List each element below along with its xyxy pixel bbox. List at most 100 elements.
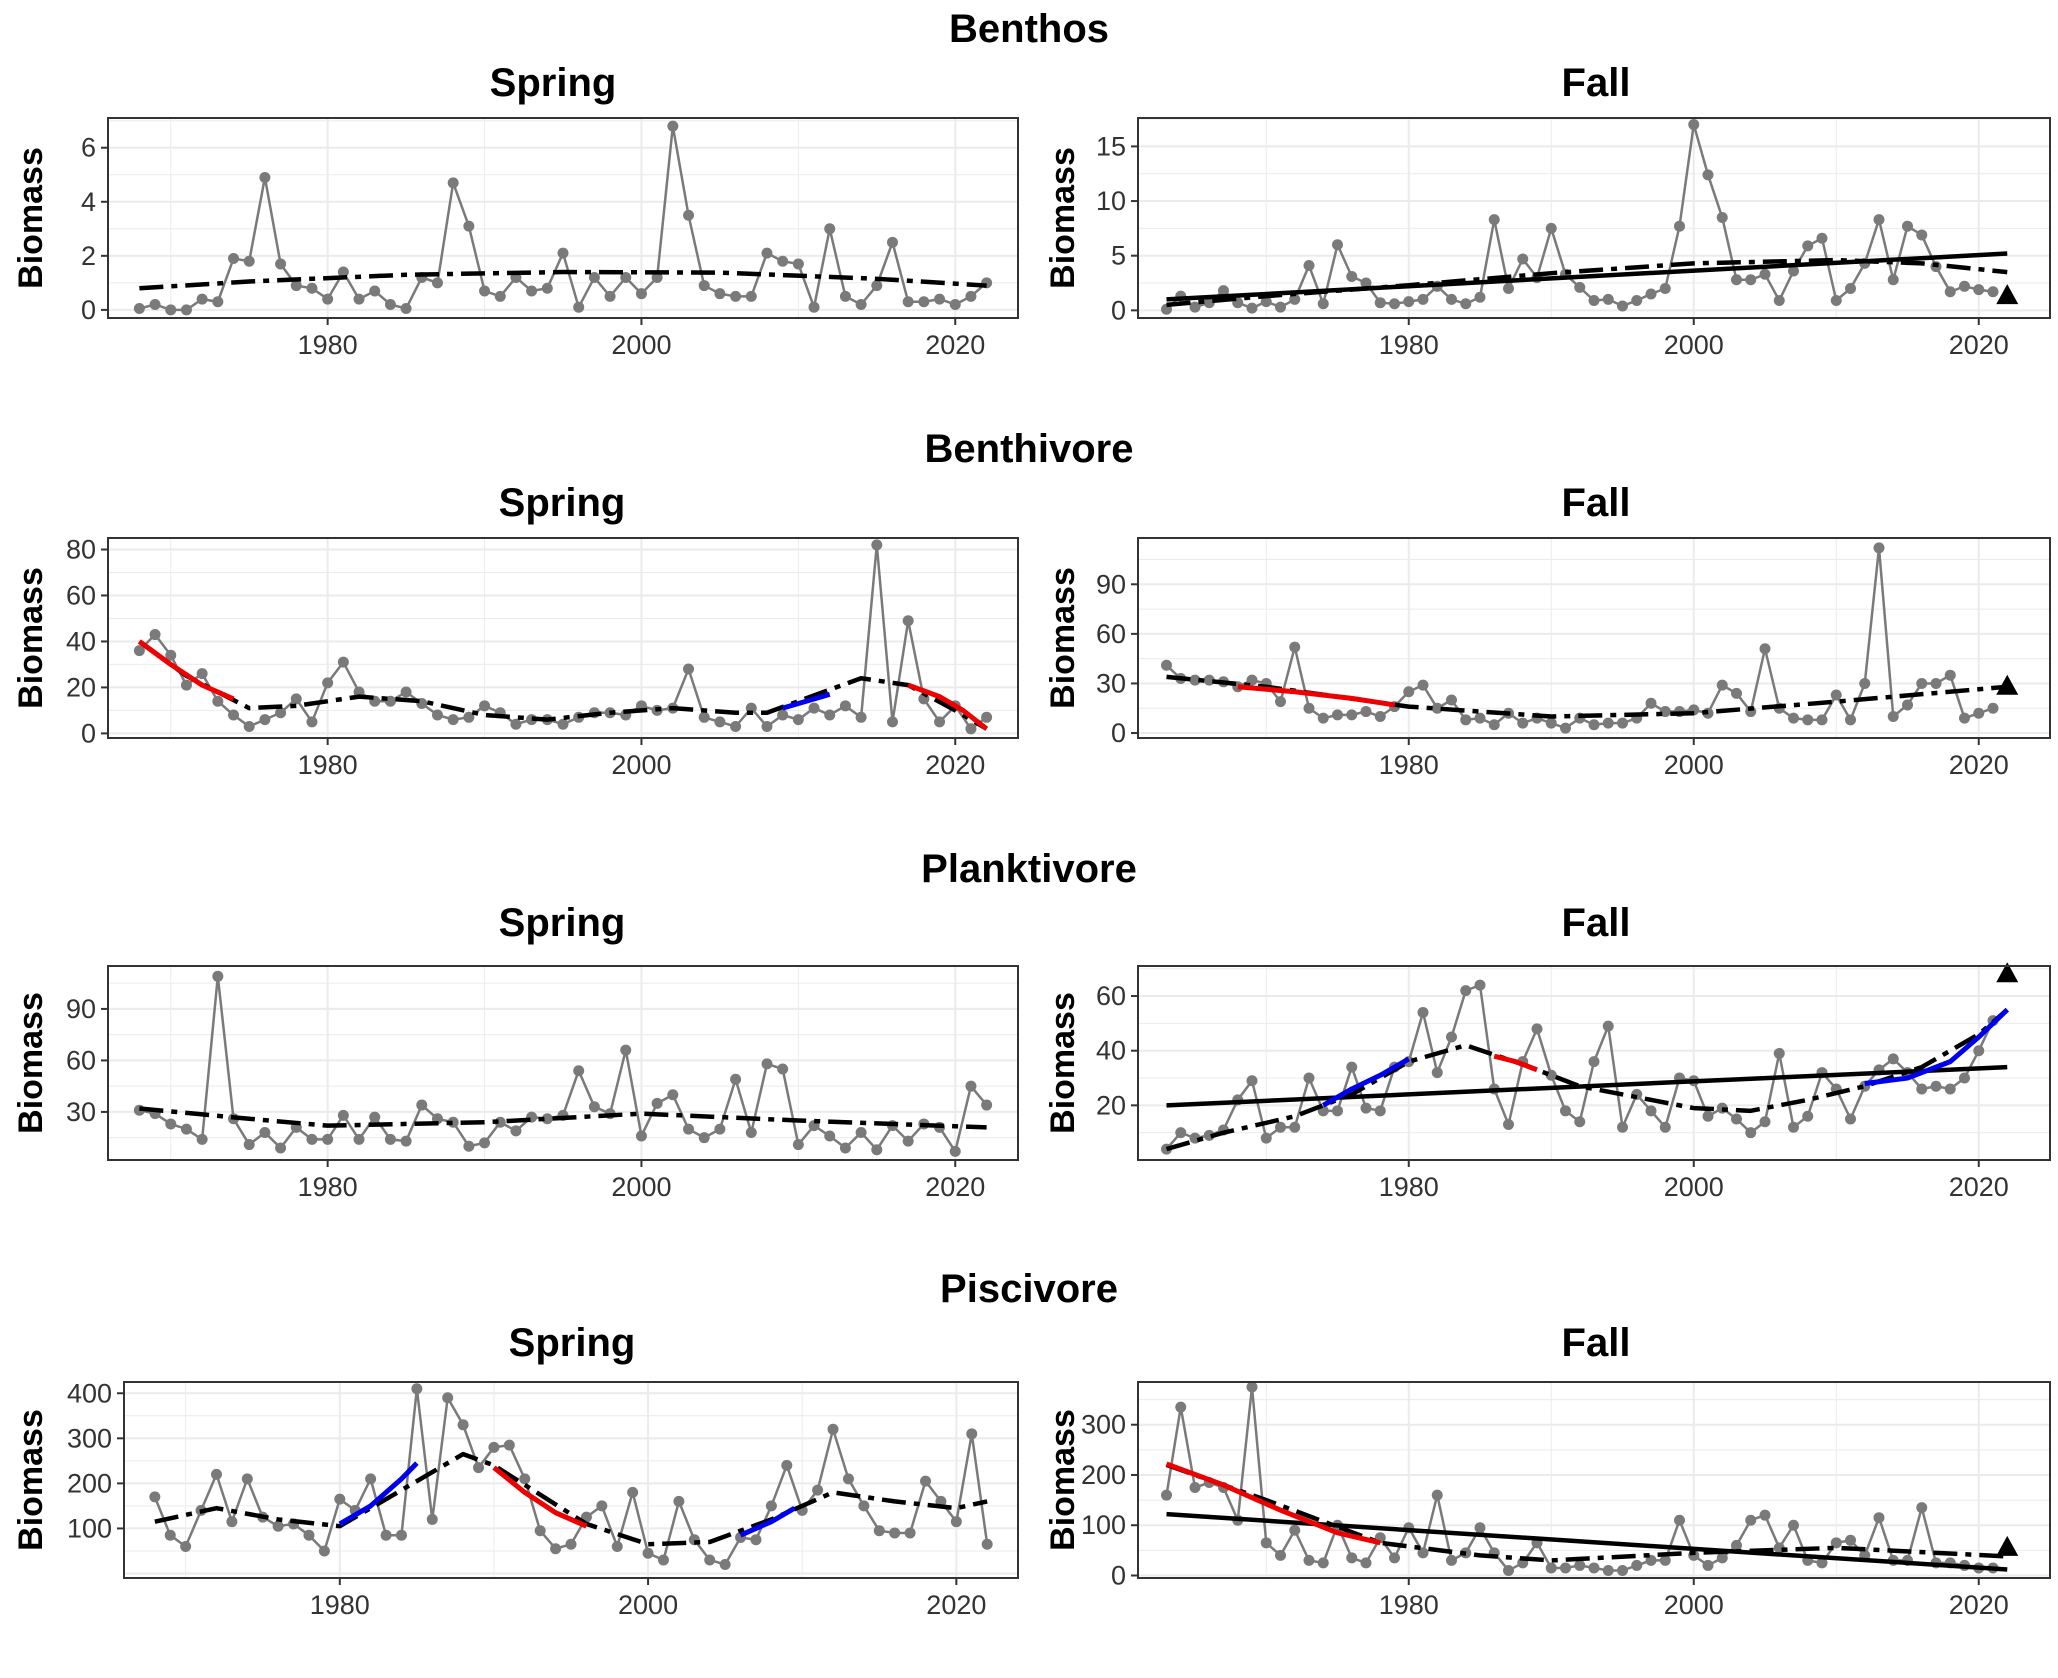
- y-tick-label: 10: [1096, 186, 1126, 216]
- observed-point: [180, 1123, 192, 1135]
- observed-point: [1260, 296, 1272, 308]
- triangle-marker: [1996, 674, 2019, 695]
- observed-point: [133, 303, 145, 315]
- observed-point: [635, 288, 647, 300]
- observed-point: [730, 290, 742, 302]
- observed-point: [842, 1473, 854, 1485]
- panel-title-benthivore-spring: Spring: [499, 481, 626, 525]
- observed-point: [1674, 1514, 1685, 1526]
- y-axis-label: Biomass: [1044, 567, 1082, 709]
- observed-point: [380, 1529, 392, 1541]
- observed-point: [1360, 277, 1372, 289]
- observed-point: [1617, 1564, 1628, 1576]
- observed-point: [1887, 1053, 1899, 1065]
- observed-point: [1845, 714, 1856, 726]
- observed-point: [871, 1144, 883, 1156]
- observed-point: [1845, 1534, 1856, 1546]
- observed-point: [149, 629, 161, 641]
- observed-point: [1431, 1067, 1443, 1079]
- decrease-trend-segment: [492, 1465, 588, 1529]
- y-tick-label: 0: [1111, 1560, 1126, 1590]
- observed-point: [683, 1123, 695, 1135]
- observed-point: [196, 1133, 208, 1145]
- observed-point: [1845, 1113, 1856, 1125]
- observed-point: [1246, 302, 1258, 314]
- observed-point: [479, 1137, 491, 1149]
- observed-point: [322, 1133, 334, 1145]
- panel-piscivore-fall: Fall Biomass 0 100 200 300 1980 2000 2020: [1044, 1321, 2051, 1620]
- observed-point: [904, 1527, 916, 1539]
- observed-point: [871, 280, 883, 292]
- observed-point: [303, 1529, 315, 1541]
- observed-point: [1602, 293, 1614, 305]
- observed-point: [1602, 1020, 1614, 1032]
- x-tick-label: 1980: [1379, 1172, 1439, 1202]
- observed-point: [1716, 211, 1728, 223]
- observed-point: [557, 718, 569, 730]
- observed-point: [306, 282, 318, 294]
- observed-point: [777, 709, 789, 721]
- observed-point: [1346, 1552, 1358, 1564]
- observed-point: [1944, 669, 1956, 681]
- panel-benthivore-fall: Fall Biomass 0 30 60 90 1980 2000 2020: [1044, 481, 2051, 780]
- observed-point: [1745, 274, 1757, 286]
- observed-point: [1873, 214, 1885, 226]
- panel-title-benthos-spring: Spring: [490, 61, 617, 105]
- observed-point: [1773, 1047, 1785, 1059]
- observed-point: [824, 1130, 836, 1142]
- panel-benthos-fall: Fall Biomass 0 5 10 15 1980 2000 2020: [1044, 61, 2051, 360]
- y-tick-label: 0: [1111, 718, 1126, 748]
- observed-point: [855, 1127, 867, 1139]
- panel-planktivore-fall: Fall Biomass 20 40 60 1980 2000 2020: [1044, 901, 2051, 1202]
- observed-point: [1303, 260, 1315, 272]
- observed-point: [180, 679, 192, 691]
- x-tick-label: 1980: [298, 750, 358, 780]
- observed-point: [765, 1500, 777, 1512]
- observed-point: [714, 1123, 726, 1135]
- panel-border: [107, 117, 1019, 319]
- observed-point: [1759, 268, 1771, 280]
- observed-point: [1303, 1072, 1315, 1084]
- observed-point: [761, 1058, 773, 1070]
- observed-point: [1745, 1127, 1757, 1139]
- observed-point: [950, 1516, 962, 1528]
- observed-point: [149, 1491, 161, 1503]
- observed-point: [411, 1383, 423, 1395]
- observed-point: [1716, 679, 1728, 691]
- observed-point: [1816, 714, 1828, 726]
- observed-point: [812, 1484, 824, 1496]
- dashed-trend-line: [139, 1106, 987, 1130]
- observed-point: [918, 296, 930, 308]
- observed-point: [1845, 282, 1856, 294]
- observed-point: [839, 700, 851, 712]
- observed-point: [337, 656, 349, 668]
- panel-title-piscivore-spring: Spring: [509, 1321, 636, 1365]
- observed-point: [1474, 1522, 1486, 1534]
- observed-point: [337, 266, 349, 278]
- increase-trend-segment: [1322, 1056, 1410, 1108]
- y-axis-label: Biomass: [1044, 147, 1082, 289]
- panel-title-piscivore-fall: Fall: [1562, 1321, 1631, 1365]
- observed-point: [1802, 714, 1814, 726]
- observed-point: [902, 615, 914, 627]
- increase-trend-segment: [781, 691, 831, 711]
- observed-point: [1959, 280, 1970, 292]
- observed-point: [1987, 286, 1999, 298]
- observed-point: [651, 271, 663, 283]
- observed-point: [212, 695, 224, 707]
- observed-point: [981, 711, 993, 723]
- observed-point: [730, 721, 742, 733]
- observed-point: [369, 1111, 381, 1123]
- y-tick-label: 60: [66, 580, 96, 610]
- observed-point: [1602, 717, 1614, 729]
- observed-point: [683, 663, 695, 675]
- observed-point: [1588, 719, 1600, 731]
- x-tick-label: 2020: [1949, 1172, 2009, 1202]
- observed-point: [1303, 702, 1315, 714]
- y-tick-label: 30: [66, 1097, 96, 1127]
- panel-benthos-spring: Spring Biomass 0 2 4 6 1980 2000 2020: [12, 61, 1019, 360]
- observed-point: [369, 285, 381, 297]
- y-tick-label: 60: [1096, 981, 1126, 1011]
- observed-point: [1645, 1554, 1657, 1566]
- observed-point: [1332, 239, 1343, 251]
